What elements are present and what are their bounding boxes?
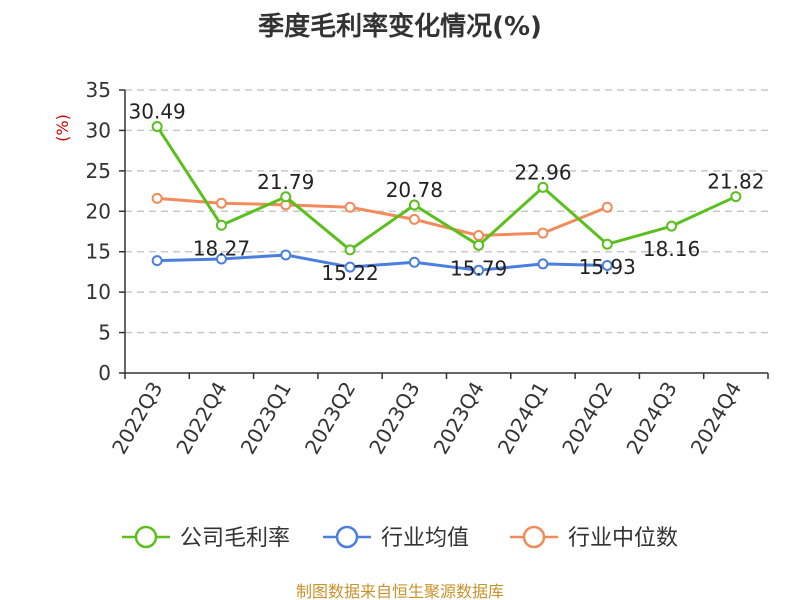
data-point [215, 219, 227, 231]
data-point [601, 201, 613, 213]
data-point [537, 258, 549, 270]
legend-label: 公司毛利率 [180, 526, 290, 551]
data-point [151, 192, 163, 204]
data-point [408, 213, 420, 225]
y-tick-label: 5 [98, 321, 111, 345]
data-point [473, 239, 485, 251]
y-tick-label: 20 [86, 199, 111, 223]
series-line [157, 253, 608, 272]
y-tick-label: 35 [86, 78, 111, 102]
data-label: 20.78 [386, 178, 443, 202]
data-point [215, 253, 227, 265]
data-label: 21.82 [707, 170, 764, 194]
data-label: 18.16 [643, 237, 700, 261]
data-label: 21.79 [257, 170, 314, 194]
data-point [537, 227, 549, 239]
data-point [601, 238, 613, 250]
data-label: 30.49 [129, 99, 186, 123]
legend-marker [522, 525, 546, 549]
x-tick-label: 2024Q2 [557, 378, 617, 459]
data-label: 22.96 [514, 160, 571, 184]
data-point [473, 264, 485, 276]
data-point [344, 201, 356, 213]
data-point [408, 199, 420, 211]
source-note: 制图数据来自恒生聚源数据库 [295, 582, 504, 600]
data-point [537, 181, 549, 193]
legend-marker [335, 525, 359, 549]
data-label: 18.27 [193, 236, 250, 260]
y-axis-label: (%) [53, 114, 72, 142]
y-tick-label: 15 [86, 240, 111, 264]
y-tick-label: 25 [86, 159, 111, 183]
data-point [151, 120, 163, 132]
data-point [344, 261, 356, 273]
x-tick-label: 2024Q3 [621, 378, 681, 459]
x-tick-label: 2024Q1 [493, 378, 553, 459]
data-label: 15.22 [321, 261, 378, 285]
data-label: 15.93 [579, 255, 636, 279]
legend-label: 行业中位数 [568, 526, 678, 551]
data-point [601, 259, 613, 271]
data-point [151, 255, 163, 267]
legend-marker [134, 525, 158, 549]
data-point [215, 197, 227, 209]
data-point [280, 191, 292, 203]
x-tick-label: 2023Q1 [236, 378, 296, 459]
x-tick-label: 2022Q3 [107, 378, 167, 459]
data-label: 15.79 [450, 256, 507, 280]
series-line [157, 196, 608, 238]
legend-label: 行业均值 [381, 526, 469, 551]
data-point [473, 230, 485, 242]
y-tick-label: 10 [86, 280, 111, 304]
data-point [280, 249, 292, 261]
y-tick-label: 30 [86, 118, 111, 142]
x-tick-label: 2023Q3 [364, 378, 424, 459]
data-point [408, 256, 420, 268]
series-line [155, 125, 737, 252]
x-tick-label: 2023Q2 [300, 378, 360, 459]
data-point [730, 191, 742, 203]
x-tick-label: 2022Q4 [171, 378, 231, 459]
x-tick-label: 2024Q4 [686, 378, 746, 459]
data-point [344, 244, 356, 256]
data-point [666, 220, 678, 232]
y-tick-label: 0 [98, 361, 111, 385]
x-tick-label: 2023Q4 [429, 378, 489, 459]
chart-title: 季度毛利率变化情况(%) [258, 12, 542, 42]
